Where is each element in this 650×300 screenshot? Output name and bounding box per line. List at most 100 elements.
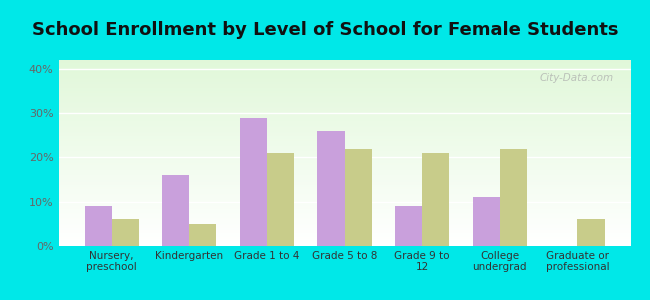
Bar <box>58 237 630 238</box>
Bar <box>58 235 630 236</box>
Bar <box>58 98 630 99</box>
Bar <box>58 184 630 185</box>
Bar <box>58 107 630 108</box>
Bar <box>58 106 630 107</box>
Bar <box>58 232 630 233</box>
Bar <box>58 97 630 98</box>
Bar <box>58 195 630 196</box>
Bar <box>58 230 630 231</box>
Bar <box>58 125 630 126</box>
Bar <box>58 228 630 229</box>
Bar <box>58 208 630 209</box>
Bar <box>58 113 630 114</box>
Bar <box>395 206 422 246</box>
Bar <box>84 206 112 246</box>
Bar <box>58 176 630 177</box>
Bar <box>58 242 630 243</box>
Bar <box>58 130 630 131</box>
Bar <box>58 157 630 158</box>
Bar <box>58 143 630 144</box>
Bar <box>58 122 630 123</box>
Bar <box>58 181 630 182</box>
Bar <box>240 118 267 246</box>
Bar <box>58 132 630 133</box>
Bar <box>58 170 630 171</box>
Bar <box>58 114 630 115</box>
Bar <box>58 159 630 160</box>
Bar <box>58 69 630 70</box>
Bar <box>58 218 630 219</box>
Bar <box>58 139 630 140</box>
Bar <box>58 133 630 134</box>
Bar <box>58 210 630 211</box>
Bar <box>58 180 630 181</box>
Bar <box>58 225 630 226</box>
Bar <box>58 185 630 187</box>
Bar <box>162 175 189 246</box>
Bar <box>58 119 630 120</box>
Bar <box>58 163 630 164</box>
Bar <box>58 138 630 139</box>
Bar <box>58 144 630 145</box>
Bar <box>58 89 630 90</box>
Bar <box>58 240 630 241</box>
Bar <box>58 90 630 91</box>
Bar <box>58 168 630 169</box>
Text: School Enrollment by Level of School for Female Students: School Enrollment by Level of School for… <box>32 21 618 39</box>
Bar <box>58 123 630 124</box>
Bar <box>58 202 630 203</box>
Bar <box>58 238 630 239</box>
Bar <box>58 94 630 95</box>
Bar <box>58 118 630 119</box>
Bar <box>58 104 630 105</box>
Bar <box>58 158 630 159</box>
Bar <box>58 135 630 136</box>
Bar <box>58 190 630 191</box>
Bar <box>58 197 630 198</box>
Bar <box>58 84 630 85</box>
Bar <box>58 86 630 87</box>
Bar <box>58 215 630 216</box>
Text: City-Data.com: City-Data.com <box>540 73 614 83</box>
Bar <box>58 110 630 111</box>
Bar <box>58 245 630 246</box>
Bar <box>58 68 630 69</box>
Bar <box>58 63 630 64</box>
Bar <box>58 148 630 149</box>
Bar <box>58 109 630 110</box>
Bar <box>58 201 630 202</box>
Bar <box>58 209 630 210</box>
Bar <box>58 227 630 228</box>
Bar <box>58 220 630 221</box>
Bar <box>58 77 630 78</box>
Bar <box>58 73 630 74</box>
Bar <box>58 60 630 61</box>
Bar <box>58 116 630 117</box>
Bar <box>344 148 372 246</box>
Bar <box>58 85 630 86</box>
Bar <box>58 88 630 89</box>
Bar <box>58 200 630 201</box>
Bar <box>58 87 630 88</box>
Bar <box>58 205 630 206</box>
Bar <box>58 96 630 97</box>
Bar <box>58 162 630 163</box>
Bar <box>500 148 527 246</box>
Bar <box>58 238 630 239</box>
Bar <box>58 239 630 240</box>
Bar <box>58 193 630 194</box>
Bar <box>58 196 630 197</box>
Bar <box>58 95 630 96</box>
Bar <box>58 188 630 189</box>
Bar <box>58 189 630 190</box>
Bar <box>58 167 630 168</box>
Bar <box>58 217 630 218</box>
Bar <box>58 128 630 129</box>
Bar <box>58 70 630 71</box>
Bar <box>58 134 630 135</box>
Bar <box>58 164 630 165</box>
Bar <box>58 224 630 225</box>
Bar <box>58 222 630 223</box>
Bar <box>58 151 630 152</box>
Bar <box>58 150 630 151</box>
